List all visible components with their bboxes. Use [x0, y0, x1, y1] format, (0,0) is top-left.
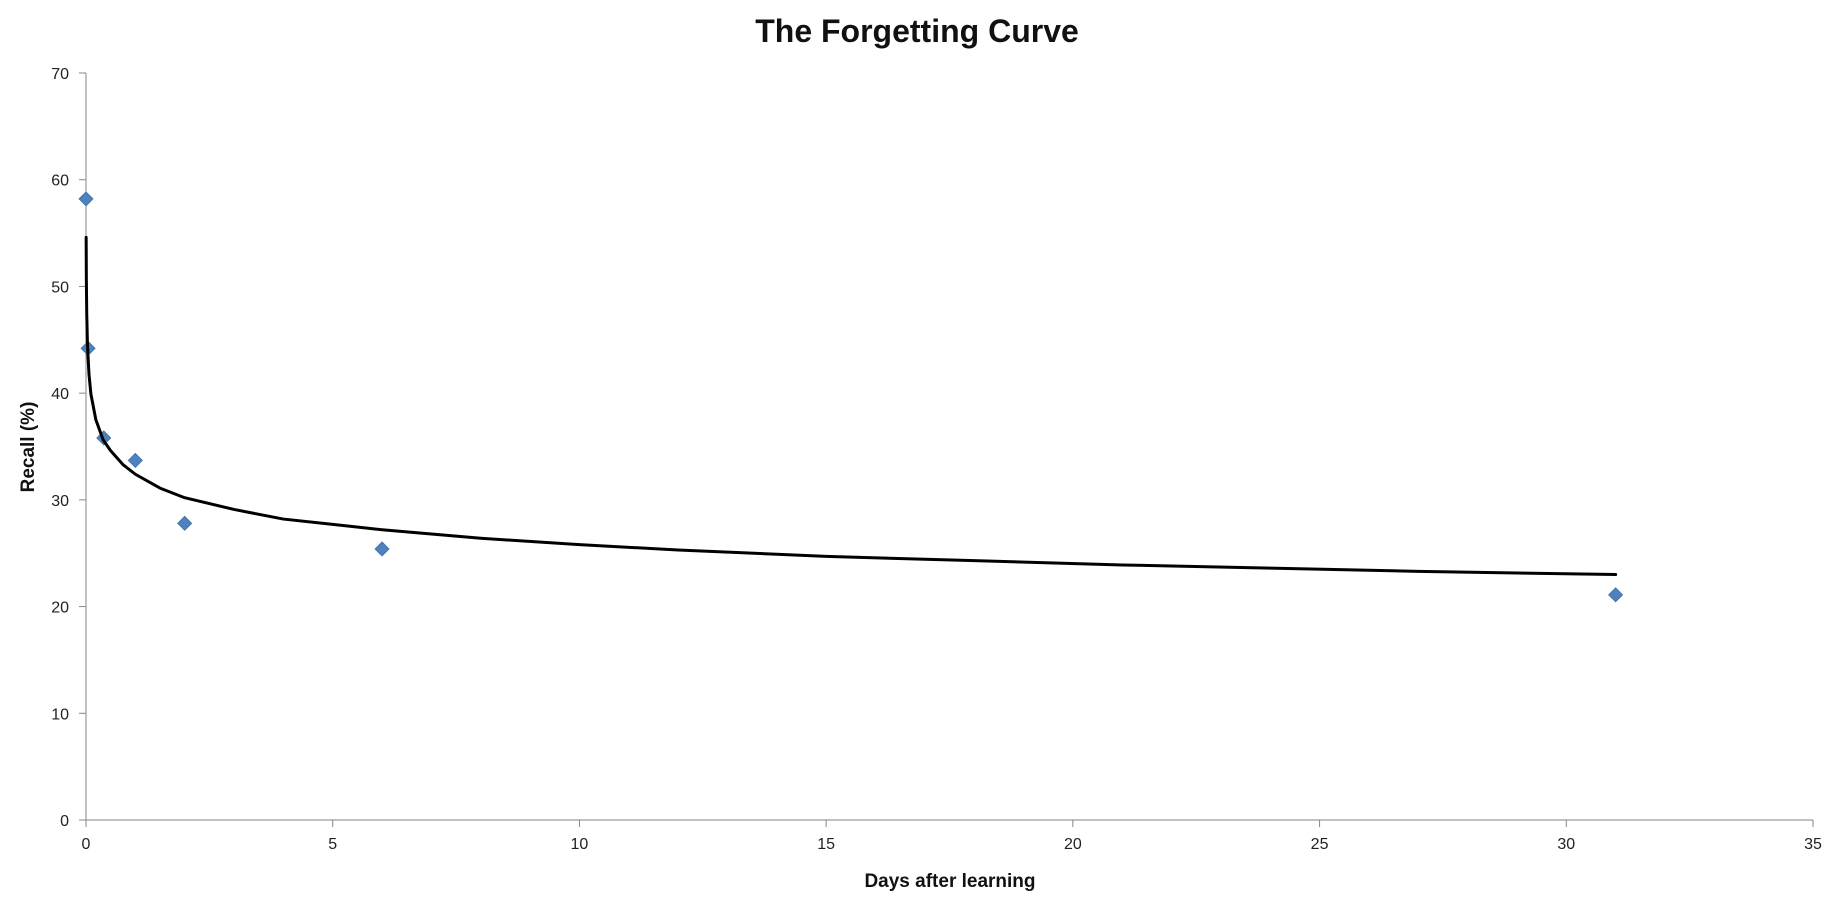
x-axis-ticks: 0 5 10 15 20 25 30 35	[82, 820, 1822, 853]
y-tick-label: 30	[51, 493, 69, 510]
y-tick-label: 40	[51, 386, 69, 403]
y-axis-ticks: 0 10 20 30 40 50 60 70	[51, 66, 86, 830]
y-tick-label: 0	[60, 813, 69, 830]
x-tick-label: 35	[1804, 836, 1822, 853]
trendline-curve	[84, 235, 1618, 577]
x-tick-label: 0	[82, 836, 91, 853]
y-tick-label: 50	[51, 279, 69, 296]
x-tick-label: 25	[1311, 836, 1329, 853]
x-tick-label: 15	[817, 836, 835, 853]
y-tick-label: 20	[51, 600, 69, 617]
x-tick-label: 20	[1064, 836, 1082, 853]
x-tick-label: 30	[1557, 836, 1575, 853]
data-point-marker	[78, 191, 94, 207]
x-tick-label: 5	[328, 836, 337, 853]
x-tick-label: 10	[571, 836, 589, 853]
y-tick-label: 10	[51, 706, 69, 723]
data-point-marker	[1608, 587, 1624, 603]
y-axis-title: Recall (%)	[18, 402, 39, 493]
y-tick-label: 70	[51, 66, 69, 83]
data-point-marker	[374, 541, 390, 557]
data-point-marker	[177, 515, 193, 531]
chart-title: The Forgetting Curve	[755, 13, 1079, 49]
data-point-marker	[127, 452, 143, 468]
y-tick-label: 60	[51, 173, 69, 190]
series-layer	[78, 191, 1624, 603]
x-axis-title: Days after learning	[864, 871, 1035, 892]
